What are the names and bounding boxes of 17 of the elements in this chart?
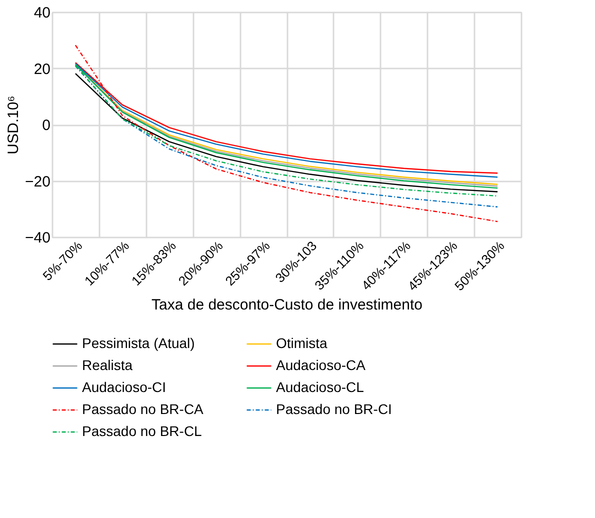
legend-label: Passado no BR-CI [276, 401, 392, 417]
x-axis-title: Taxa de desconto-Custo de investimento [152, 296, 422, 314]
legend-label: Passado no BR-CA [82, 401, 204, 417]
line-series [74, 44, 498, 222]
y-tick-label: 0 [42, 117, 50, 134]
y-tick-label: −20 [25, 173, 50, 190]
legend-label: Otimista [276, 335, 328, 351]
y-tick-label: 40 [34, 4, 50, 22]
y-tick-label: 20 [34, 60, 50, 78]
y-axis-title: USD.10⁶ [5, 96, 22, 154]
legend-label: Passado no BR-CL [82, 423, 202, 439]
legend-label: Audacioso-CI [82, 379, 166, 395]
legend-label: Realista [82, 357, 133, 373]
legend-label: Audacioso-CA [276, 357, 366, 373]
legend-label: Audacioso-CL [276, 379, 364, 395]
legend-label: Pessimista (Atual) [82, 335, 195, 351]
y-tick-label: −40 [25, 230, 50, 246]
